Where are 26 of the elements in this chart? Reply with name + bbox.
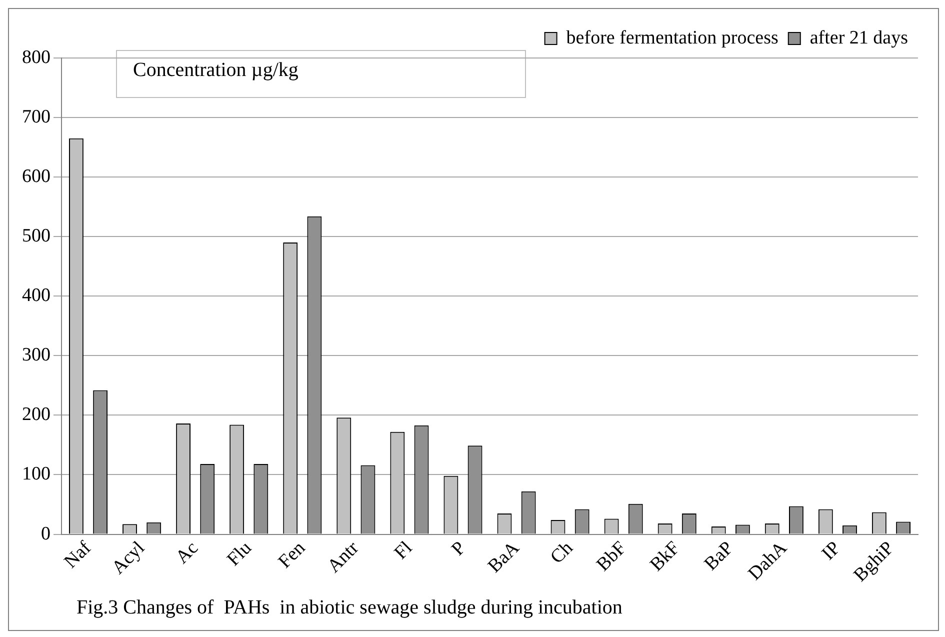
y-tick-label: 400	[22, 285, 50, 306]
x-tick-label: Naf	[60, 537, 96, 573]
y-tick-label: 100	[22, 464, 50, 485]
caption: Fig.3 Changes of PAHs in abiotic sewage sludge during incubation	[76, 596, 622, 618]
y-tick-label: 200	[22, 404, 50, 426]
x-tick-label: BaA	[484, 537, 524, 578]
y-tick-label: 300	[22, 344, 50, 366]
x-tick-label: BaP	[700, 538, 738, 575]
y-tick-label: 500	[22, 226, 50, 247]
text-box: Concentration µg/kg	[116, 50, 526, 98]
x-tick-label: Ac	[172, 538, 202, 568]
x-tick-label: BbF	[592, 538, 631, 576]
x-tick-label: Antr	[324, 537, 364, 578]
y-tick-label: 600	[22, 166, 50, 188]
x-tick-label: Fl	[390, 538, 417, 564]
x-tick-label: Flu	[223, 537, 256, 570]
y-tick-label: 0	[41, 523, 50, 544]
x-tick-label: P	[448, 538, 470, 560]
x-tick-label: BkF	[646, 538, 684, 576]
x-tick-label: Ch	[546, 537, 578, 568]
y-tick-label: 700	[22, 106, 50, 128]
legend-label: after 21 days	[810, 27, 908, 48]
legend-label: before fermentation process	[566, 27, 778, 48]
x-tick-label: IP	[818, 538, 845, 564]
x-tick-label: Fen	[274, 537, 310, 573]
y-tick-label: 800	[22, 46, 50, 68]
